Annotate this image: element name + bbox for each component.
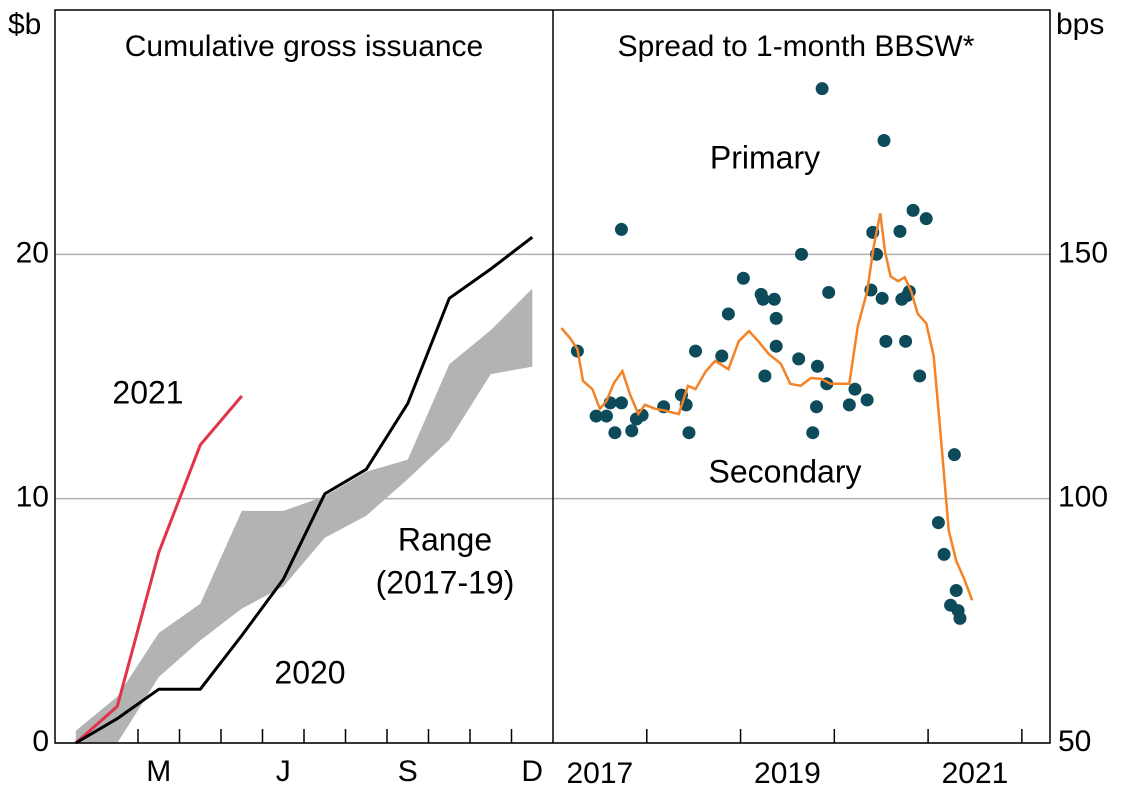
scatter-point (875, 291, 889, 305)
scatter-point (682, 426, 696, 440)
panel-title: Spread to 1-month BBSW* (618, 30, 975, 63)
series-label: 2020 (274, 654, 345, 690)
x-tick-label: J (276, 755, 291, 788)
panel-title: Cumulative gross issuance (125, 30, 484, 63)
y2-axis-label: bps (1056, 8, 1104, 41)
scatter-point (877, 133, 891, 147)
scatter-point (860, 393, 874, 407)
x-tick-label: 2021 (942, 757, 1009, 790)
series-line (74, 395, 243, 745)
scatter-point (842, 398, 856, 412)
scatter-point (937, 547, 951, 561)
scatter-point (931, 516, 945, 530)
scatter-point (736, 271, 750, 285)
series-line (75, 236, 534, 745)
series-label: Primary (710, 139, 820, 175)
range-band (75, 288, 533, 743)
y-tick-label: 150 (1058, 236, 1108, 269)
y-tick-label: 0 (32, 725, 49, 758)
series-line (560, 213, 974, 601)
scatter-point (599, 409, 613, 423)
scatter-point (899, 334, 913, 348)
scatter-point (614, 396, 628, 410)
series-label: Secondary (709, 453, 862, 489)
scatter-point (806, 426, 820, 440)
band-label: (2017-19) (376, 564, 515, 600)
y-tick-label: 100 (1058, 481, 1108, 514)
scatter-point (947, 448, 961, 462)
x-tick-label: 2017 (567, 757, 634, 790)
scatter-point (689, 344, 703, 358)
scatter-point (822, 285, 836, 299)
scatter-point (608, 426, 622, 440)
x-tick-label: M (146, 755, 171, 788)
x-tick-label: 2019 (754, 757, 821, 790)
scatter-point (848, 382, 862, 396)
scatter-point (614, 222, 628, 236)
scatter-point (767, 292, 781, 306)
x-tick-label: D (521, 755, 543, 788)
scatter-point (625, 424, 639, 438)
y-tick-label: 20 (16, 236, 49, 269)
scatter-point (949, 584, 963, 598)
scatter-point (919, 212, 933, 226)
scatter-point (815, 82, 829, 96)
scatter-point (913, 369, 927, 383)
y-tick-label: 50 (1058, 725, 1091, 758)
series-label: 2021 (112, 374, 183, 410)
scatter-point (893, 224, 907, 238)
scatter-point (810, 359, 824, 373)
scatter-point (792, 352, 806, 366)
scatter-point (906, 203, 920, 217)
y-axis-label: $b (8, 8, 41, 41)
scatter-point (795, 247, 808, 261)
scatter-point (769, 339, 783, 353)
scatter-point (589, 409, 603, 423)
scatter-point (756, 292, 770, 306)
scatter-point (810, 400, 824, 414)
scatter-point (769, 311, 783, 325)
scatter-point (953, 611, 967, 625)
band-label: Range (398, 521, 492, 557)
scatter-point (721, 307, 735, 321)
y-tick-label: 10 (16, 481, 49, 514)
scatter-point (758, 369, 772, 383)
scatter-point (715, 349, 729, 363)
scatter-point (879, 334, 893, 348)
x-tick-label: S (398, 755, 418, 788)
